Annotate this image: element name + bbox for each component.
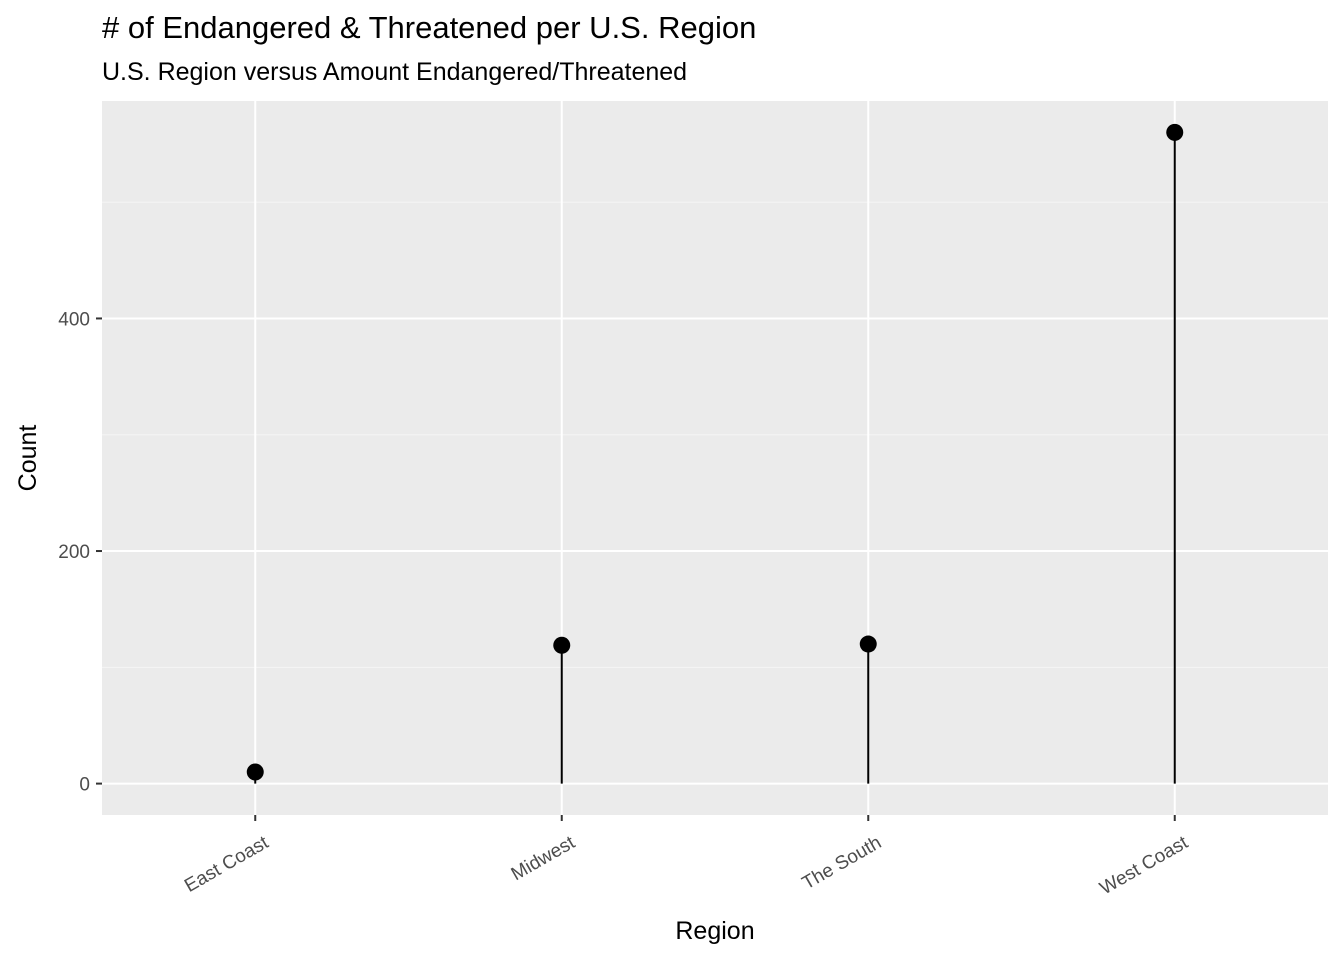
- x-tick-label: Midwest: [508, 832, 579, 885]
- y-tick-label: 200: [58, 542, 90, 563]
- x-tick-label: East Coast: [181, 832, 273, 897]
- y-axis: 0 200 400: [58, 309, 102, 796]
- chart-title: # of Endangered & Threatened per U.S. Re…: [102, 10, 757, 45]
- minor-gridlines: [102, 201, 1328, 668]
- data-point: [246, 763, 264, 781]
- data-point: [859, 635, 877, 653]
- data-point: [553, 636, 571, 654]
- x-tick-label: West Coast: [1096, 832, 1192, 899]
- data-point: [1166, 123, 1184, 141]
- chart-subtitle: U.S. Region versus Amount Endangered/Thr…: [102, 58, 688, 86]
- x-axis: East Coast Midwest The South West Coast: [181, 815, 1192, 899]
- y-axis-title: Count: [14, 425, 42, 492]
- y-tick-label: 400: [58, 309, 90, 330]
- x-axis-title: Region: [675, 917, 754, 945]
- plot-panel: [102, 101, 1328, 815]
- y-tick-label: 0: [79, 775, 90, 796]
- x-tick-label: The South: [799, 832, 885, 894]
- lollipop-points: [246, 123, 1184, 781]
